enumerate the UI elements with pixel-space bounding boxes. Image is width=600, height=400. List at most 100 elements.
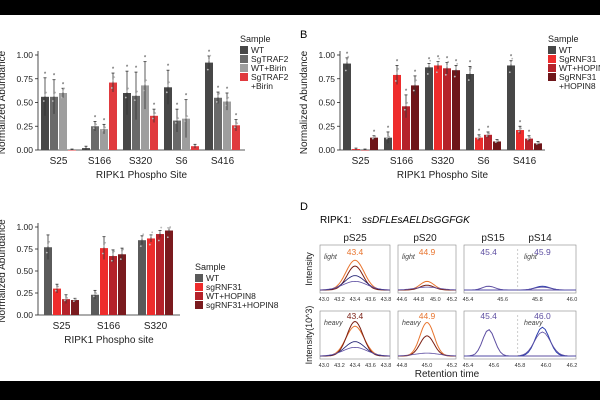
- significance-label: *: [455, 59, 458, 65]
- significance-label: *: [144, 56, 147, 62]
- significance-label: *: [414, 70, 417, 76]
- bar: [138, 240, 146, 315]
- data-point: [153, 113, 155, 116]
- panel-d-label: RIPK1:: [320, 215, 352, 226]
- chromatogram-trace: [320, 259, 390, 291]
- legend-label: +HOPIN8: [559, 81, 596, 91]
- data-point: [45, 91, 48, 94]
- data-point: [57, 285, 60, 288]
- bar: [525, 138, 533, 150]
- data-point: [42, 100, 45, 102]
- bar: [68, 150, 76, 151]
- category-tick-label: S25: [50, 156, 68, 167]
- legend-label: WT: [206, 273, 219, 283]
- legend-label: WT: [251, 45, 264, 55]
- data-point: [136, 90, 139, 93]
- data-point: [185, 116, 187, 119]
- data-point: [75, 297, 78, 300]
- chromatogram-trace: [320, 320, 390, 357]
- x-axis-label: Retention time: [415, 369, 480, 380]
- data-point: [218, 92, 221, 95]
- significance-label: *: [44, 72, 47, 78]
- bar: [59, 93, 67, 150]
- data-point: [217, 95, 219, 98]
- x-tick-label: 43.8: [381, 363, 392, 369]
- x-tick-label: 45.0: [422, 363, 433, 369]
- data-point: [397, 68, 400, 70]
- significance-label: *: [235, 114, 238, 120]
- data-point: [403, 108, 406, 111]
- significance-label: *: [153, 103, 156, 109]
- data-point: [101, 252, 104, 255]
- bar: [150, 115, 158, 150]
- y-tick-label: 0.50: [16, 266, 33, 276]
- data-point: [92, 295, 95, 298]
- y-tick-label: 0.50: [16, 98, 33, 108]
- bar: [109, 82, 117, 150]
- bar: [393, 74, 401, 150]
- data-point: [517, 130, 520, 133]
- x-axis-label: RIPK1 Phospho Site: [397, 170, 489, 181]
- legend-swatch: [548, 73, 556, 81]
- data-point: [174, 122, 177, 124]
- x-tick-label: 44.8: [397, 363, 408, 369]
- bar: [53, 288, 61, 315]
- data-point: [428, 63, 430, 66]
- bar: [156, 234, 164, 315]
- chromatogram-trace: [464, 326, 576, 357]
- significance-label: *: [53, 74, 56, 80]
- data-point: [92, 127, 95, 130]
- legend-swatch: [195, 274, 203, 282]
- chromatogram-frame: [463, 310, 577, 360]
- chromatogram-trace: [319, 280, 391, 291]
- significance-label: *: [519, 120, 522, 126]
- data-point: [148, 243, 151, 246]
- legend-label: SgRNF31: [559, 54, 597, 64]
- data-point: [104, 126, 107, 129]
- data-point: [520, 127, 523, 130]
- legend-swatch: [548, 55, 556, 63]
- significance-label: *: [135, 66, 138, 72]
- significance-label: *: [94, 116, 97, 122]
- data-point: [63, 87, 66, 90]
- data-point: [183, 120, 186, 123]
- data-point: [236, 122, 239, 125]
- data-point: [497, 139, 500, 142]
- y-axis-label: Intensity(10^3): [304, 306, 314, 365]
- legend-label: sgRNF31: [206, 282, 242, 292]
- significance-label: *: [478, 129, 481, 135]
- data-point: [142, 89, 145, 92]
- y-axis-label: Intensity: [304, 252, 314, 286]
- y-tick-label: 1.00: [16, 222, 33, 232]
- bar: [50, 96, 58, 150]
- peak-value-label: 43.4: [347, 311, 364, 321]
- data-point: [122, 248, 125, 251]
- bar: [62, 299, 70, 315]
- significance-label: *: [103, 118, 106, 124]
- peak-value-label: 45.4: [480, 247, 497, 257]
- category-tick-label: S320: [129, 156, 153, 167]
- data-point: [160, 226, 163, 229]
- data-point: [388, 135, 391, 138]
- bar: [91, 294, 99, 315]
- legend-swatch: [548, 46, 556, 54]
- data-point: [51, 100, 54, 102]
- data-point: [529, 136, 532, 139]
- bar: [475, 137, 483, 150]
- category-tick-label: S6: [477, 156, 490, 167]
- bar: [44, 247, 52, 315]
- peak-value-label: 46.0: [534, 311, 551, 321]
- bar: [100, 248, 108, 315]
- legend-title: Sample: [240, 34, 271, 44]
- bar: [411, 85, 419, 150]
- data-point: [133, 99, 136, 102]
- data-point: [62, 90, 64, 93]
- data-point: [406, 101, 409, 104]
- data-point: [438, 57, 441, 60]
- data-point: [110, 259, 113, 262]
- bar: [91, 126, 99, 150]
- data-point: [150, 235, 152, 238]
- significance-label: *: [373, 130, 376, 136]
- data-point: [103, 127, 105, 130]
- bar: [232, 125, 240, 150]
